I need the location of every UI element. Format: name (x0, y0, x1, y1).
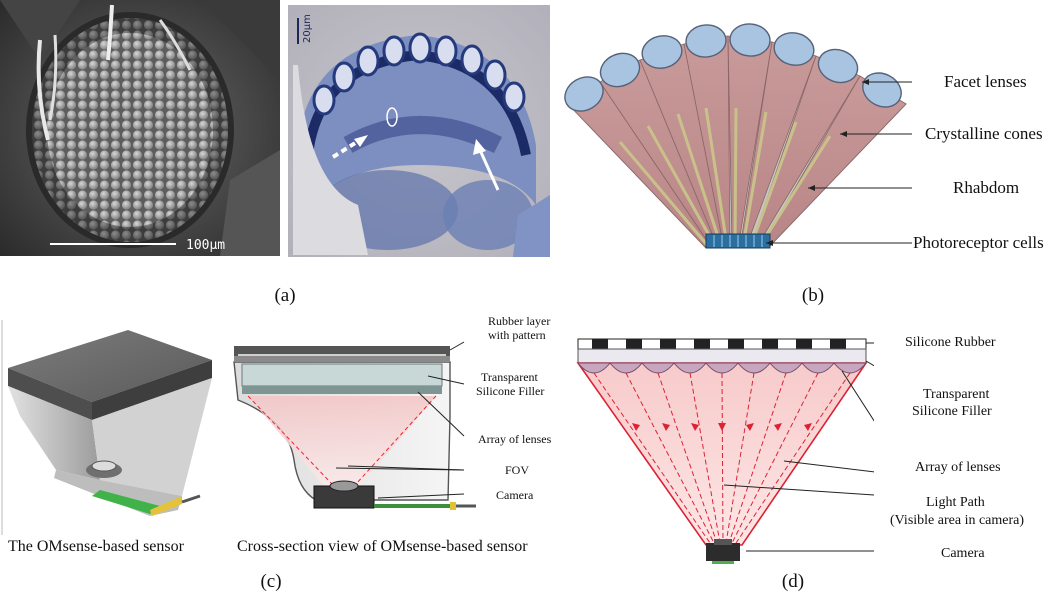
label-c-array-of-lenses: Array of lenses (478, 432, 552, 446)
label-c-camera: Camera (496, 488, 534, 502)
label-c-fov: FOV (505, 463, 530, 477)
label-d-filler-line1: Transparent (923, 387, 990, 402)
sem-scale-bar-label: 100µm (186, 238, 225, 253)
caption-a: (a) (274, 285, 296, 306)
label-c-filler-line2: Silicone Filler (476, 384, 545, 398)
label-d-array-of-lenses: Array of lenses (915, 460, 1001, 475)
label-rhabdom: Rhabdom (953, 178, 1020, 197)
label-d-light-path-line1: Light Path (926, 495, 985, 510)
label-facet-lenses: Facet lenses (944, 72, 1027, 91)
panel-c-cross-section-diagram (228, 340, 478, 520)
label-d-silicone-rubber: Silicone Rubber (905, 335, 996, 350)
histology-scale-bar-label: 20µm (302, 14, 313, 43)
label-d-camera: Camera (941, 546, 985, 561)
label-rubber-layer-line2: with pattern (488, 328, 546, 342)
panel-c-sensor-3d-render (0, 320, 225, 535)
panel-d-light-path-diagram (574, 335, 874, 565)
caption-b: (b) (801, 285, 825, 306)
label-c-filler-line1: Transparent (481, 370, 538, 384)
subtitle-cross-section: Cross-section view of OMsense-based sens… (237, 538, 528, 555)
label-d-light-path-line2: (Visible area in camera) (890, 513, 1025, 528)
label-d-filler-line2: Silicone Filler (912, 404, 992, 419)
caption-c: (c) (260, 571, 282, 592)
caption-d: (d) (781, 571, 805, 592)
panel-a-histology-image: 20µm (288, 5, 550, 257)
panel-b-ommatidia-diagram (560, 22, 920, 258)
panel-a-sem-image: 100µm (0, 0, 280, 256)
label-crystalline-cones: Crystalline cones (925, 124, 1043, 143)
subtitle-omsense-sensor: The OMsense-based sensor (8, 538, 184, 555)
label-photoreceptor-cells: Photoreceptor cells (913, 233, 1044, 252)
label-rubber-layer-line1: Rubber layer (488, 314, 551, 328)
